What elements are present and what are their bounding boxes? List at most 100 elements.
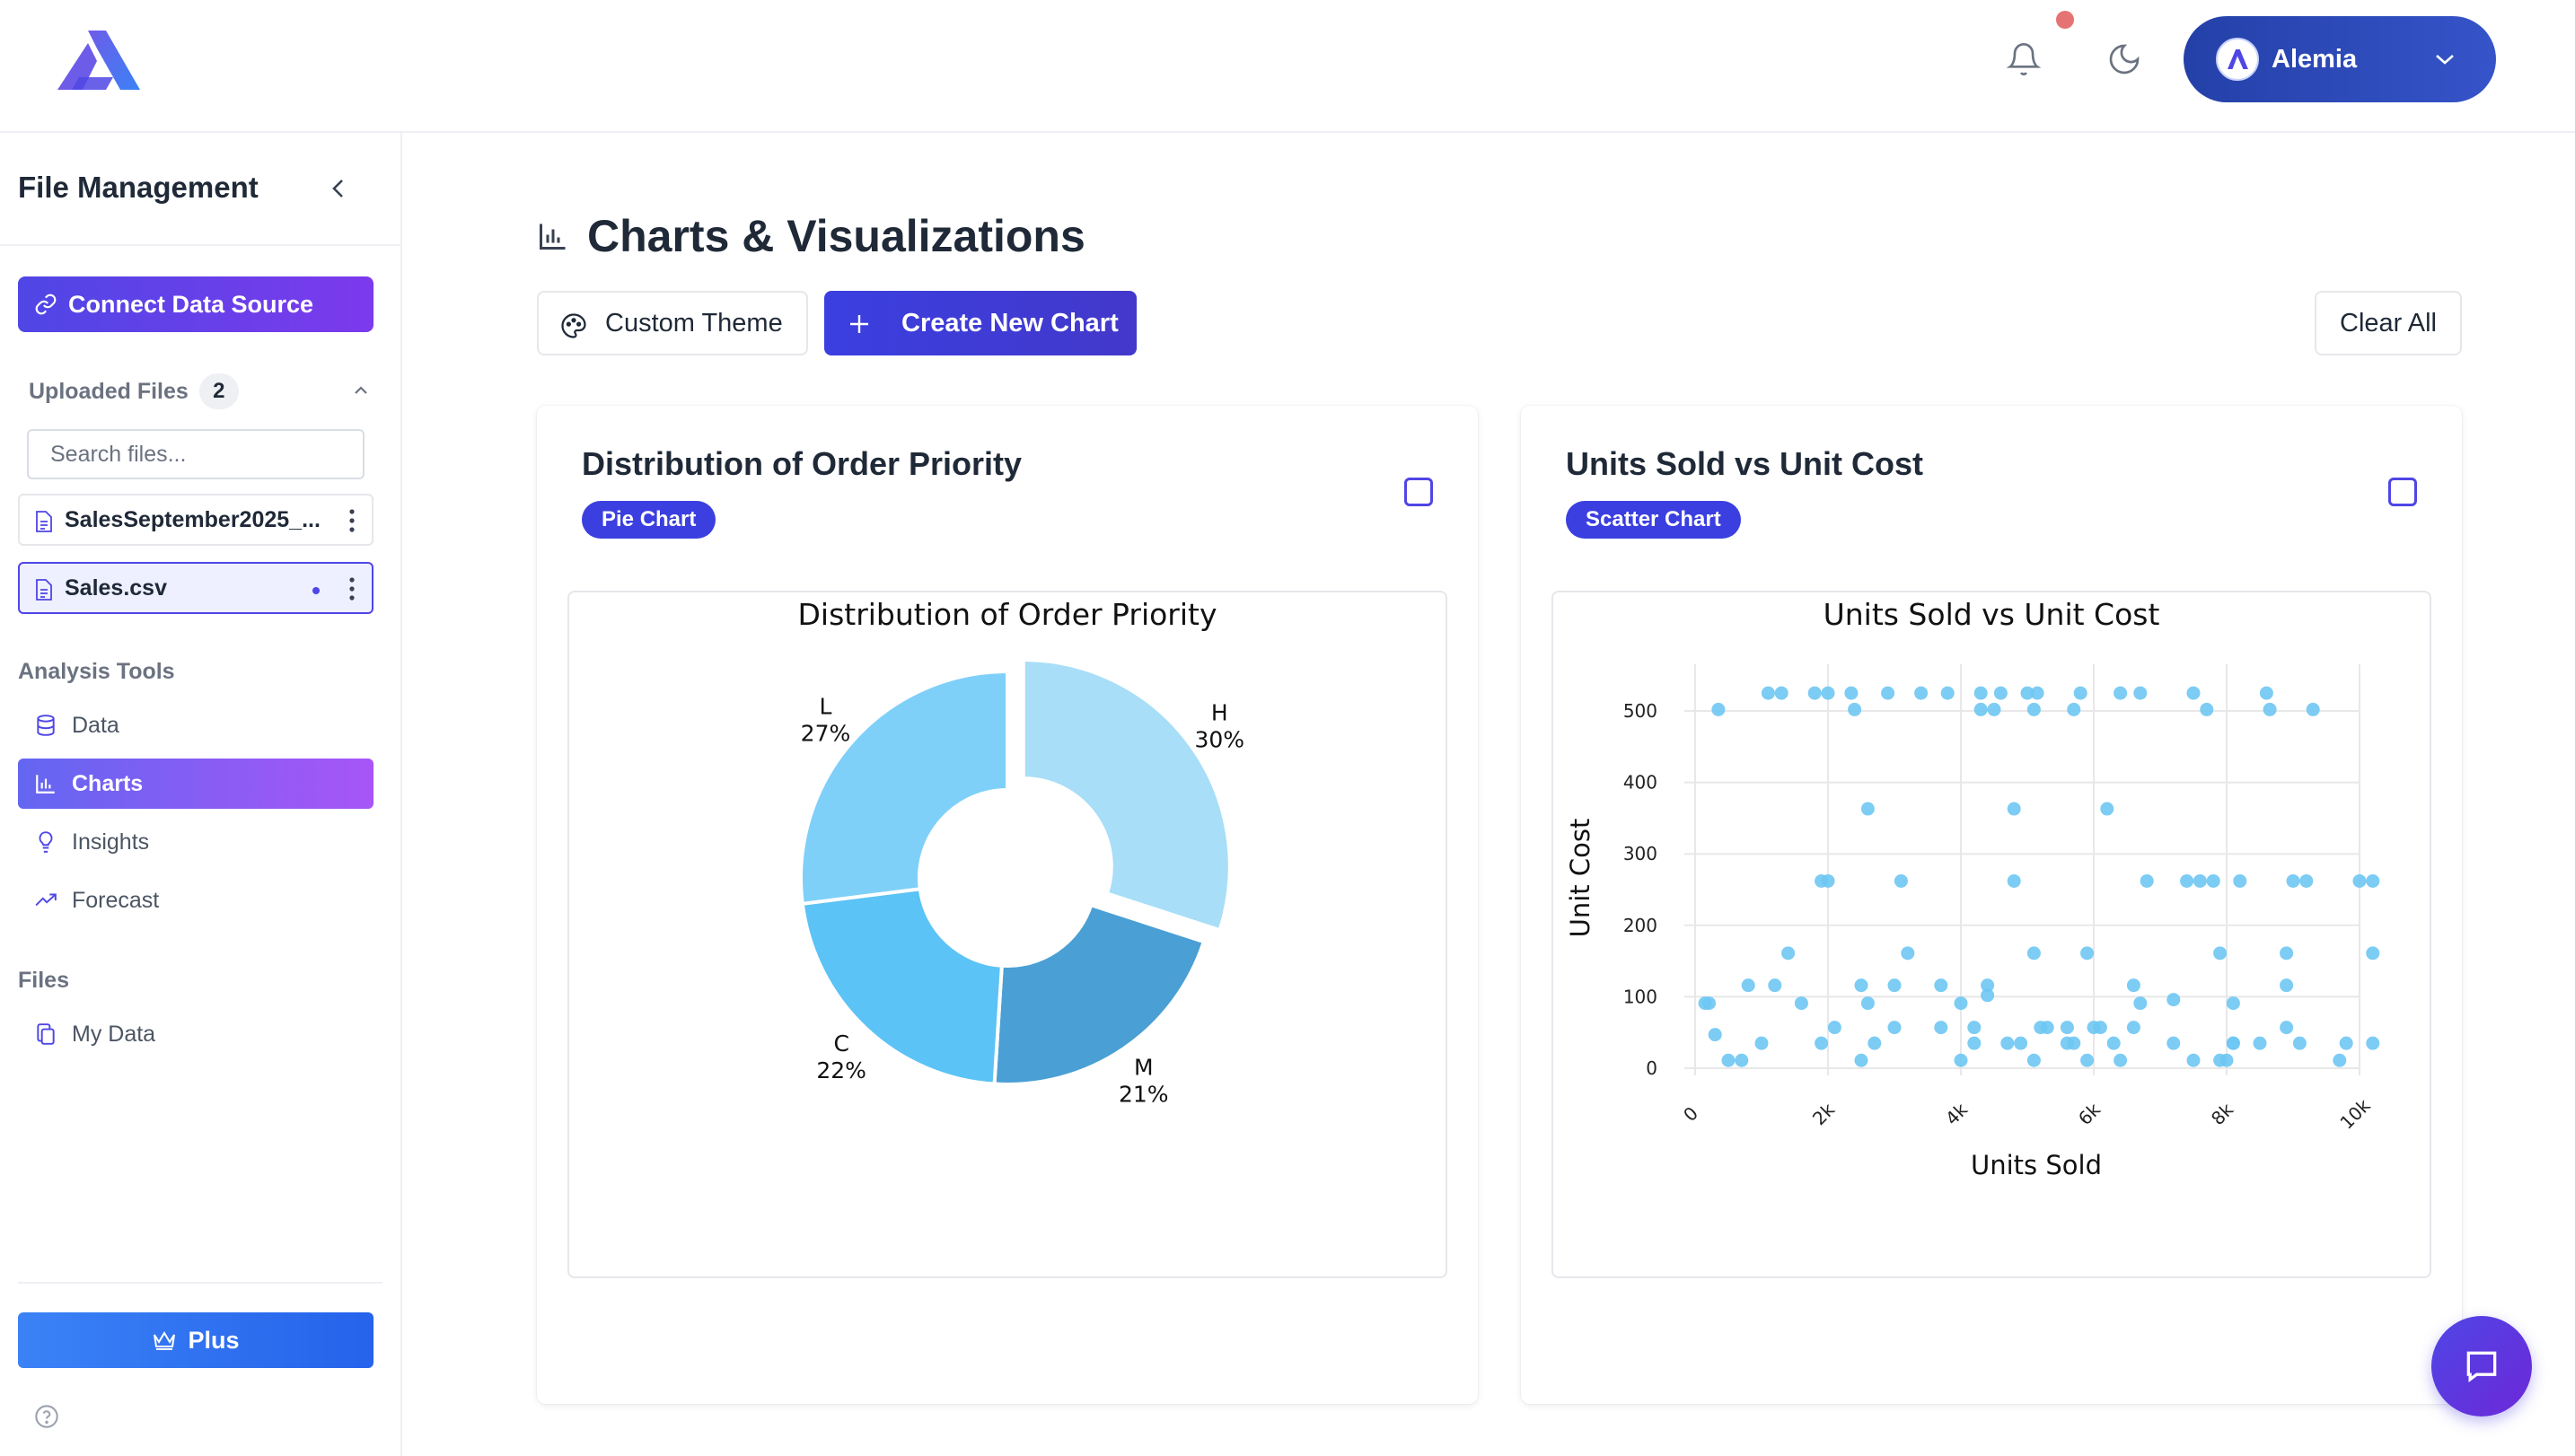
more-vertical-icon[interactable]	[348, 508, 356, 533]
bell-icon[interactable]	[2006, 41, 2042, 77]
scatter-point	[1711, 702, 1726, 716]
x-tick-label: 6k	[2074, 1099, 2105, 1129]
pie-slice-c	[800, 887, 1004, 1086]
scatter-point	[1981, 978, 1995, 993]
scatter-point	[1702, 996, 1717, 1011]
moon-icon[interactable]	[2106, 41, 2142, 77]
file-item-salesseptember2025[interactable]: SalesSeptember2025_...	[18, 494, 374, 546]
scatter-point	[2193, 873, 2207, 888]
scatter-point	[1887, 978, 1902, 993]
sidebar-item-forecast[interactable]: Forecast	[18, 875, 374, 925]
plus-icon	[850, 315, 868, 333]
scatter-point	[2286, 873, 2300, 888]
scatter-point	[2026, 702, 2041, 716]
palette-icon	[561, 313, 586, 338]
scatter-point	[2133, 686, 2148, 700]
scatter-point	[2206, 873, 2220, 888]
scatter-point	[2226, 1036, 2240, 1050]
scatter-point	[2060, 1021, 2074, 1035]
trending-up-icon	[35, 893, 57, 907]
x-tick-label: 2k	[1808, 1099, 1839, 1129]
sidebar-item-my-data[interactable]: My Data	[18, 1009, 374, 1059]
search-files-input[interactable]	[27, 429, 365, 479]
x-tick-label: 10k	[2335, 1094, 2374, 1133]
scatter-point	[2166, 1036, 2181, 1050]
scatter-point	[2352, 873, 2367, 888]
scatter-point	[2306, 702, 2320, 716]
slice-label: L	[820, 693, 832, 719]
crown-icon	[154, 1331, 176, 1350]
chart-title: Distribution of Order Priority	[797, 597, 1217, 632]
connect-data-source-button[interactable]: Connect Data Source	[18, 276, 374, 332]
pie-slice-h	[1021, 658, 1232, 933]
select-chart-checkbox[interactable]	[1404, 478, 1433, 506]
sidebar-title: File Management	[18, 171, 259, 204]
scatter-point	[2180, 873, 2194, 888]
app-logo[interactable]	[56, 29, 142, 92]
scatter-point	[1821, 686, 1835, 700]
user-menu-button[interactable]: Alemia	[2184, 16, 2496, 102]
x-tick-label: 0	[1679, 1102, 1702, 1126]
uploaded-files-toggle[interactable]: Uploaded Files 2	[29, 372, 370, 411]
sidebar: File Management Connect Data Source Uplo…	[0, 133, 402, 1456]
card-title: Distribution of Order Priority	[582, 445, 1023, 482]
help-icon[interactable]	[34, 1404, 59, 1429]
chart-card-order-priority: Distribution of Order Priority Pie Chart…	[537, 406, 1478, 1404]
connect-data-source-label: Connect Data Source	[68, 290, 314, 318]
scatter-point	[1735, 1053, 1749, 1067]
scatter-point	[2339, 1036, 2353, 1050]
custom-theme-button[interactable]: Custom Theme	[537, 291, 808, 355]
sidebar-item-charts[interactable]: Charts	[18, 759, 374, 809]
create-new-chart-label: Create New Chart	[901, 308, 1119, 338]
scatter-point	[2133, 996, 2148, 1011]
scatter-point	[2126, 1021, 2140, 1035]
scatter-point	[1967, 1021, 1982, 1035]
scatter-point	[1954, 996, 1968, 1011]
scatter-point	[2226, 996, 2240, 1011]
notification-dot	[2056, 11, 2074, 29]
chart-type-badge: Scatter Chart	[1566, 501, 1741, 539]
more-vertical-icon[interactable]	[348, 576, 356, 601]
chevron-up-icon[interactable]	[352, 384, 370, 397]
sidebar-header: File Management	[0, 133, 400, 246]
chart-type-badge: Pie Chart	[582, 501, 716, 539]
scatter-point	[2080, 946, 2095, 960]
sidebar-item-insights[interactable]: Insights	[18, 817, 374, 867]
create-new-chart-button[interactable]: Create New Chart	[824, 291, 1137, 355]
scatter-point	[2366, 873, 2380, 888]
scatter-point	[2114, 1053, 2128, 1067]
sidebar-item-label: Insights	[72, 829, 150, 855]
slice-percent: 21%	[1119, 1081, 1169, 1107]
scatter-point	[1768, 978, 1782, 993]
scatter-point	[2299, 873, 2314, 888]
clear-all-button[interactable]: Clear All	[2315, 291, 2462, 355]
plus-button[interactable]: Plus	[18, 1312, 374, 1368]
scatter-point	[2100, 802, 2114, 816]
file-item-sales-csv[interactable]: Sales.csv	[18, 562, 374, 614]
chevron-left-icon[interactable]	[325, 174, 352, 203]
scatter-point	[1981, 988, 1995, 1003]
scatter-point	[2166, 993, 2181, 1007]
sidebar-divider	[18, 1282, 382, 1284]
page-header: Charts & Visualizations	[537, 210, 1085, 262]
sidebar-item-data[interactable]: Data	[18, 700, 374, 750]
scatter-point	[1708, 1028, 1722, 1042]
select-chart-checkbox[interactable]	[2388, 478, 2417, 506]
scatter-point	[2067, 702, 2081, 716]
scatter-chart[interactable]: Units Sold vs Unit Cost 0 2k 4k 6k 8k 10k 0 100 2…	[1553, 592, 2430, 1276]
scatter-point	[1844, 686, 1859, 700]
scatter-point	[2080, 1053, 2095, 1067]
chart-card-units-vs-cost: Units Sold vs Unit Cost Scatter Chart Un…	[1521, 406, 2462, 1404]
files-section-label: Files	[18, 968, 69, 993]
scatter-point	[1815, 1036, 1829, 1050]
scatter-point	[1761, 686, 1775, 700]
database-icon	[37, 715, 55, 736]
file-icon	[36, 511, 52, 532]
scatter-point	[1860, 996, 1875, 1011]
lightbulb-icon	[39, 831, 53, 853]
scatter-point	[2007, 802, 2021, 816]
y-tick-label: 200	[1623, 915, 1657, 936]
pie-chart[interactable]: Distribution of Order PriorityH30%M21%C2…	[569, 592, 1446, 1276]
scatter-point	[1774, 686, 1788, 700]
chat-button[interactable]	[2431, 1316, 2532, 1417]
